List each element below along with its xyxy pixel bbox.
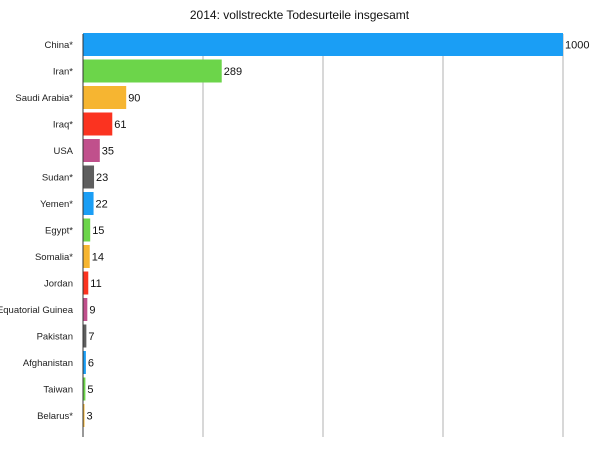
value-label-13: 5 [87, 384, 93, 396]
category-label-13: Taiwan [43, 385, 73, 396]
bar-8 [83, 245, 90, 268]
bar-11 [83, 324, 87, 348]
value-label-8: 14 [92, 252, 104, 264]
value-label-0: 1000 [565, 40, 589, 52]
bar-12 [83, 351, 86, 374]
bar-3 [83, 112, 113, 136]
category-label-9: Jordan [44, 279, 73, 290]
bar-5 [83, 165, 95, 189]
category-label-2: Saudi Arabia* [15, 93, 73, 104]
category-label-12: Afghanistan [23, 358, 73, 369]
category-label-3: Iraq* [53, 120, 73, 131]
bar-2 [83, 86, 127, 109]
value-label-5: 23 [96, 172, 108, 184]
category-labels: China* Iran* Saudi Arabia* Iraq* USA Sudan* Ye… [0, 40, 74, 422]
value-label-6: 22 [96, 199, 108, 211]
value-label-14: 3 [87, 411, 93, 423]
value-label-3: 61 [114, 119, 126, 131]
bar-0 [83, 33, 563, 56]
value-labels: 1000 289 90 61 35 23 22 15 14 11 9 7 6 5 3 [87, 40, 590, 423]
bar-9 [83, 271, 89, 295]
bar-13 [83, 377, 86, 401]
value-label-9: 11 [90, 278, 101, 290]
category-label-4: USA [53, 146, 73, 157]
value-label-1: 289 [224, 66, 242, 78]
bars [83, 33, 563, 427]
bar-14 [83, 404, 85, 427]
category-label-0: China* [44, 40, 73, 51]
bar-10 [83, 298, 88, 321]
chart-title: 2014: vollstreckte Todesurteile insgesam… [189, 8, 410, 22]
value-label-12: 6 [88, 358, 94, 370]
bar-7 [83, 218, 91, 242]
category-label-5: Sudan* [42, 173, 73, 184]
category-label-7: Egypt* [45, 226, 73, 237]
category-label-11: Pakistan [37, 332, 73, 343]
bar-6 [83, 192, 94, 215]
bar-4 [83, 139, 100, 162]
value-label-4: 35 [102, 146, 114, 158]
category-label-10: Equatorial Guinea [0, 305, 74, 316]
value-label-7: 15 [92, 225, 104, 237]
category-label-6: Yemen* [40, 199, 73, 210]
bar-1 [83, 59, 222, 83]
value-label-10: 9 [89, 305, 95, 317]
value-label-11: 7 [88, 331, 94, 343]
gridlines [202, 34, 564, 437]
value-label-2: 90 [128, 93, 140, 105]
category-label-1: Iran* [53, 67, 73, 78]
category-label-14: Belarus* [37, 411, 73, 422]
category-label-8: Somalia* [35, 252, 73, 263]
